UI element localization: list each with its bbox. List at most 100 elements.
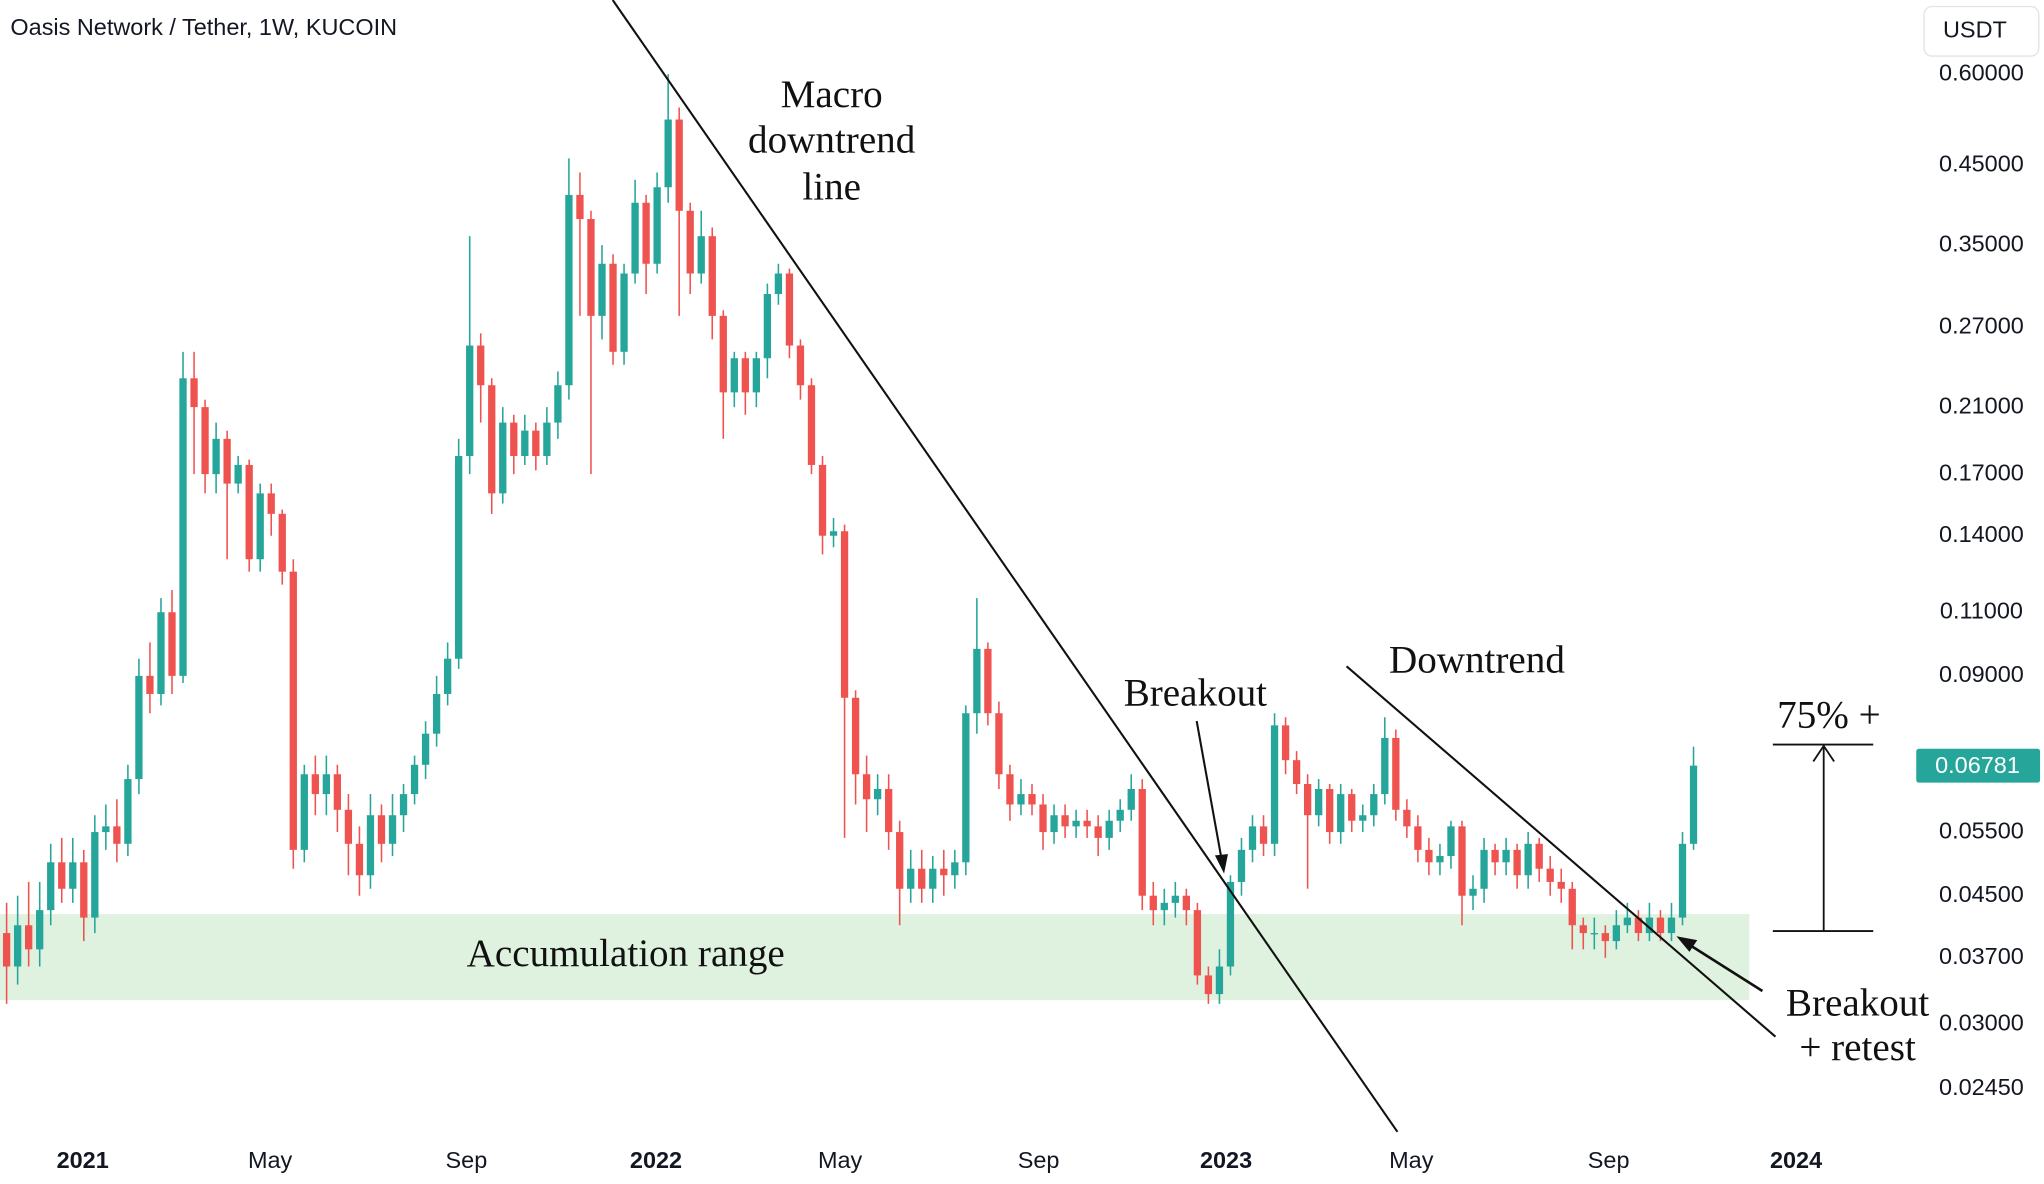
candle-body [223, 438, 231, 484]
candle-body [1083, 820, 1091, 827]
candle-body [399, 794, 408, 816]
candle-body [1226, 881, 1235, 967]
x-tick-label: 2021 [57, 1147, 109, 1173]
candle-body [973, 648, 981, 714]
candle-body [565, 194, 573, 386]
candle-body [896, 832, 904, 889]
annotation: line [802, 165, 861, 208]
retest-arrow [1683, 940, 1764, 993]
x-tick-label: May [818, 1147, 863, 1173]
y-tick-label: 0.02450 [1939, 1074, 2024, 1100]
candle-body [1469, 888, 1477, 896]
candle-body [25, 925, 33, 950]
candle-body [124, 779, 132, 844]
y-tick-label: 0.04500 [1939, 881, 2024, 907]
y-tick-label: 0.09000 [1939, 661, 2024, 687]
candle-body [587, 219, 595, 316]
candle-body [829, 531, 838, 536]
candle-body [1392, 737, 1400, 810]
candle-body [91, 832, 99, 918]
candle-body [995, 713, 1003, 775]
candle-body [69, 862, 77, 889]
candle-body [1259, 826, 1268, 844]
candle-body [1414, 826, 1422, 850]
candle-body [1149, 895, 1157, 911]
arrow-head [1812, 744, 1835, 763]
y-tick-label: 0.11000 [1940, 597, 2023, 623]
candle-body [918, 868, 926, 889]
candle-body [818, 464, 827, 536]
candle-body [1237, 849, 1246, 882]
candle-body [1524, 843, 1532, 876]
candle-body [1292, 760, 1301, 785]
candle-body [1072, 820, 1080, 827]
candle-body [752, 358, 761, 393]
y-tick-label: 0.03000 [1939, 1010, 2024, 1036]
candle-body [455, 456, 463, 659]
candle-body [1590, 933, 1598, 935]
candle-body [1645, 917, 1654, 934]
candle-body [1513, 849, 1521, 876]
candle-body [102, 826, 110, 833]
chart-title: Oasis Network / Tether, 1W, KUCOIN [10, 14, 397, 40]
candle-body [576, 194, 584, 220]
candle-body [1017, 794, 1025, 805]
candle-body [1359, 815, 1367, 821]
candle-body [697, 236, 705, 274]
candle-body [256, 493, 264, 560]
candle-body [1281, 725, 1290, 761]
candle-body [1447, 826, 1455, 857]
candles [2, 74, 1698, 1004]
annotation: Macro [781, 73, 883, 116]
candle-body [58, 862, 66, 889]
x-tick-label: Sep [446, 1147, 488, 1173]
annotation: Breakout [1124, 671, 1267, 714]
candle-body [333, 774, 342, 810]
candle-body [1546, 868, 1554, 882]
candle-body [146, 675, 154, 694]
candle-body [1370, 794, 1378, 816]
candle-body [1458, 826, 1466, 896]
candle-body [1028, 794, 1036, 805]
breakout-arrow [1195, 720, 1224, 867]
candle-body [1612, 925, 1621, 942]
candle-body [47, 862, 55, 911]
candle-body [653, 187, 661, 264]
candle-body [1667, 917, 1676, 934]
candle-body [477, 345, 485, 386]
candle-body [157, 612, 165, 694]
candle-body [421, 733, 430, 765]
candle-body [201, 407, 209, 475]
candle-body [1491, 849, 1499, 863]
candle-body [1193, 910, 1202, 976]
candle-body [807, 385, 816, 465]
candle-body [245, 464, 253, 560]
candle-body [1303, 784, 1312, 816]
candle-body [1138, 788, 1146, 896]
candle-body [1105, 820, 1113, 838]
candle-body [532, 430, 540, 457]
candle-body [1557, 881, 1565, 889]
candle-body [1061, 815, 1069, 827]
candle-body [840, 531, 849, 698]
y-tick-label: 0.14000 [1939, 521, 2024, 547]
currency-button[interactable] [1923, 5, 2040, 57]
x-tick-label: Sep [1588, 1147, 1630, 1173]
candle-body [80, 862, 88, 918]
candle-body [675, 119, 683, 211]
candle-body [741, 358, 749, 393]
candle-body [1171, 895, 1179, 903]
candle-body [873, 788, 882, 800]
candle-body [929, 868, 937, 889]
y-tick-label: 0.03700 [1939, 943, 2024, 969]
last-price-label: 0.06781 [1935, 752, 2020, 778]
annotation: + retest [1799, 1026, 1916, 1069]
candle-body [554, 385, 562, 423]
currency[interactable]: USDT [1943, 16, 2007, 42]
candle-body [135, 675, 143, 780]
candle-body [410, 764, 419, 795]
candle-body [984, 648, 992, 714]
candle-body [851, 697, 860, 775]
candle-body [940, 868, 948, 876]
